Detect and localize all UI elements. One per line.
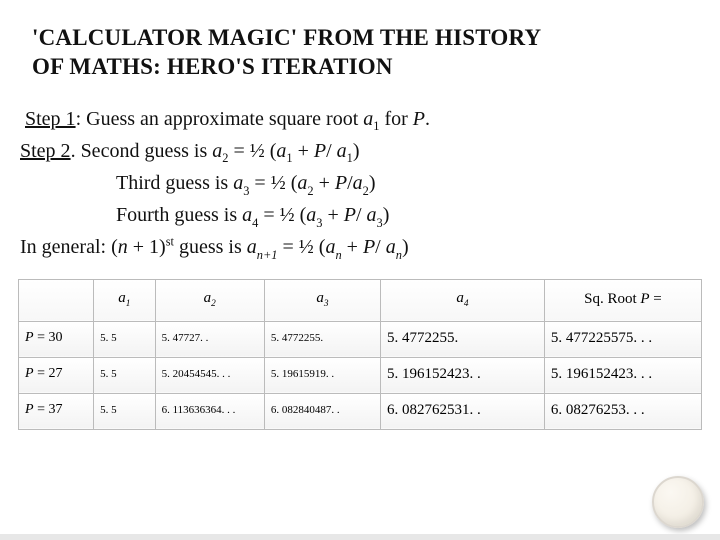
- col-a2: a2: [155, 279, 264, 321]
- step-3: Third guess is a3 = ½ (a2 + P/a2): [20, 168, 700, 200]
- cell-a1: 5. 5: [94, 357, 155, 393]
- step-1: Step 1: Guess an approximate square root…: [20, 104, 700, 136]
- col-a4: a4: [380, 279, 544, 321]
- table-header-row: a1 a2 a3 a4 Sq. Root P =: [19, 279, 702, 321]
- step-general: In general: (n + 1)st guess is an+1 = ½ …: [20, 232, 700, 264]
- cell-a2: 6. 113636364. . .: [155, 393, 264, 429]
- step-4: Fourth guess is a4 = ½ (a3 + P/ a3): [20, 200, 700, 232]
- row-P: P = 30: [19, 321, 94, 357]
- cell-a2: 5. 20454545. . .: [155, 357, 264, 393]
- col-a1: a1: [94, 279, 155, 321]
- step-2-label: Step 2: [20, 140, 71, 162]
- table-row: P = 305. 55. 47727. .5. 4772255.5. 47722…: [19, 321, 702, 357]
- col-root: Sq. Root P =: [544, 279, 701, 321]
- cell-a4: 5. 4772255.: [380, 321, 544, 357]
- row-P: P = 37: [19, 393, 94, 429]
- cell-a1: 5. 5: [94, 321, 155, 357]
- cell-a3: 5. 19615919. .: [264, 357, 380, 393]
- table-row: P = 275. 55. 20454545. . .5. 19615919. .…: [19, 357, 702, 393]
- page-title: 'CALCULATOR MAGIC' FROM THE HISTORY OF M…: [32, 24, 688, 82]
- step-2: Step 2. Second guess is a2 = ½ (a1 + P/ …: [20, 136, 700, 168]
- iteration-table: a1 a2 a3 a4 Sq. Root P = P = 305. 55. 47…: [18, 279, 702, 430]
- cell-a2: 5. 47727. .: [155, 321, 264, 357]
- step-1-label: Step 1: [25, 108, 76, 130]
- table-body: P = 305. 55. 47727. .5. 4772255.5. 47722…: [19, 321, 702, 429]
- bottom-edge: [0, 534, 720, 540]
- cell-a3: 5. 4772255.: [264, 321, 380, 357]
- col-blank: [19, 279, 94, 321]
- cell-root: 5. 196152423. . .: [544, 357, 701, 393]
- col-a3: a3: [264, 279, 380, 321]
- corner-decor-circle: [652, 476, 704, 528]
- cell-root: 5. 477225575. . .: [544, 321, 701, 357]
- steps-block: Step 1: Guess an approximate square root…: [20, 104, 700, 265]
- cell-root: 6. 08276253. . .: [544, 393, 701, 429]
- row-P: P = 27: [19, 357, 94, 393]
- cell-a1: 5. 5: [94, 393, 155, 429]
- title-line-2: OF MATHS: HERO'S ITERATION: [32, 54, 393, 79]
- cell-a4: 6. 082762531. .: [380, 393, 544, 429]
- cell-a3: 6. 082840487. .: [264, 393, 380, 429]
- cell-a4: 5. 196152423. .: [380, 357, 544, 393]
- table-row: P = 375. 56. 113636364. . .6. 082840487.…: [19, 393, 702, 429]
- title-line-1: 'CALCULATOR MAGIC' FROM THE HISTORY: [32, 25, 541, 50]
